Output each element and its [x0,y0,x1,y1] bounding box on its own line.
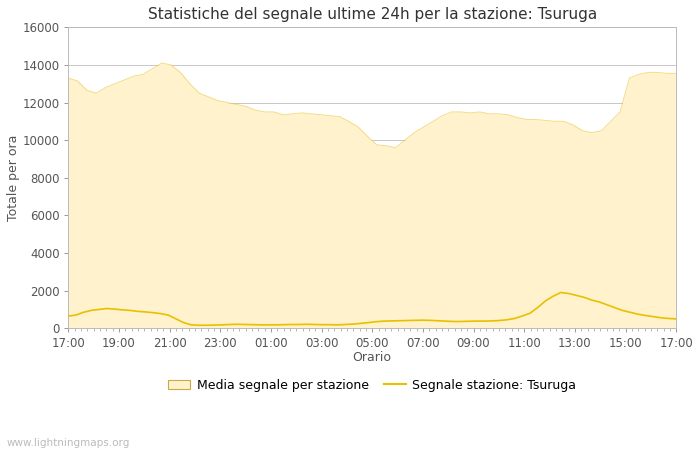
Y-axis label: Totale per ora: Totale per ora [7,135,20,221]
Title: Statistiche del segnale ultime 24h per la stazione: Tsuruga: Statistiche del segnale ultime 24h per l… [148,7,597,22]
Text: www.lightningmaps.org: www.lightningmaps.org [7,438,130,448]
Legend: Media segnale per stazione, Segnale stazione: Tsuruga: Media segnale per stazione, Segnale staz… [163,374,582,396]
X-axis label: Orario: Orario [353,351,392,364]
